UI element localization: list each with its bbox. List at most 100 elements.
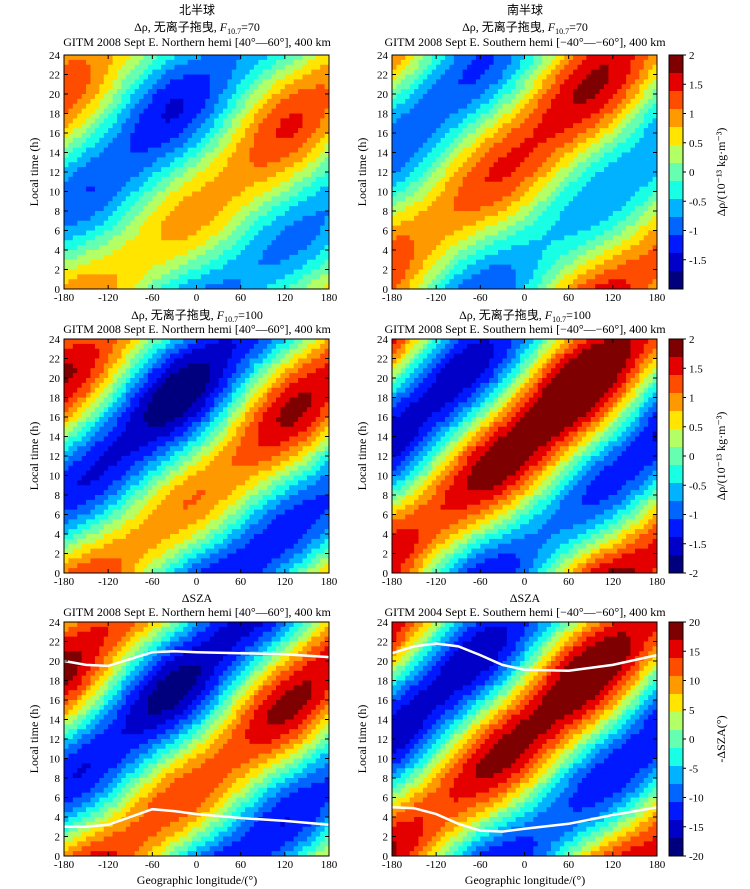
field-cell — [240, 201, 246, 207]
field-cell — [72, 191, 78, 197]
field-cell — [99, 245, 105, 251]
field-cell — [174, 196, 180, 202]
field-cell — [99, 84, 105, 90]
field-cell — [218, 191, 224, 197]
field-cell — [577, 172, 583, 178]
field-cell — [72, 245, 78, 251]
field-cell — [577, 123, 583, 129]
field-cell — [174, 162, 180, 168]
panels: -180 -120 -60 0 60 120 18002468101214161820222… — [27, 50, 666, 871]
field-cell — [462, 123, 468, 129]
field-cell — [170, 269, 176, 275]
field-cell — [445, 59, 451, 66]
field-cell — [511, 142, 517, 149]
field-cell — [227, 196, 233, 202]
field-cell — [506, 84, 512, 90]
field-cell — [400, 167, 406, 173]
field-cell — [152, 98, 158, 105]
field-cell — [551, 118, 557, 124]
field-cell — [81, 269, 87, 275]
field-cell — [573, 103, 579, 110]
field-cell — [262, 215, 268, 222]
field-cell — [112, 279, 118, 285]
field-cell — [218, 89, 224, 95]
field-cell — [152, 211, 158, 217]
field-cell — [236, 84, 242, 90]
field-cell — [236, 206, 242, 212]
field-cell — [236, 94, 242, 100]
field-cell — [302, 245, 308, 251]
field-cell — [515, 89, 521, 95]
field-cell — [458, 186, 464, 193]
field-cell — [471, 84, 477, 90]
field-cell — [599, 59, 605, 66]
field-cell — [165, 269, 171, 275]
y-tick-label: 10 — [49, 187, 61, 199]
field-cell — [231, 235, 237, 241]
field-cell — [573, 172, 579, 178]
field-cell — [475, 123, 481, 129]
field-cell — [498, 186, 504, 193]
field-cell — [559, 147, 565, 154]
field-cell — [431, 103, 437, 110]
field-cell — [161, 59, 167, 66]
field-cell — [209, 55, 215, 61]
field-cell — [130, 191, 136, 197]
field-cell — [409, 201, 415, 207]
field-cell — [156, 176, 162, 183]
field-cell — [161, 108, 167, 115]
field-cell — [449, 79, 455, 85]
field-cell — [427, 133, 433, 139]
field-cell — [533, 211, 539, 217]
field-cell — [289, 269, 295, 275]
field-cell — [431, 74, 437, 80]
field-cell — [152, 259, 158, 266]
field-cell — [99, 147, 105, 154]
field-cell — [537, 69, 543, 76]
field-cell — [192, 167, 198, 173]
field-cell — [612, 128, 618, 134]
field-cell — [280, 259, 286, 266]
field-cell — [289, 206, 295, 212]
field-cell — [289, 196, 295, 202]
field-cell — [81, 186, 87, 193]
field-cell — [440, 69, 446, 76]
field-cell — [99, 59, 105, 66]
field-cell — [223, 206, 229, 212]
field-cell — [320, 162, 326, 168]
field-cell — [134, 147, 140, 154]
field-cell — [528, 103, 534, 110]
field-cell — [293, 123, 299, 129]
field-cell — [440, 176, 446, 183]
field-cell — [276, 123, 282, 129]
field-cell — [639, 79, 645, 85]
field-cell — [130, 89, 136, 95]
field-cell — [152, 191, 158, 197]
field-cell — [143, 167, 149, 173]
field-cell — [125, 245, 131, 251]
field-cell — [161, 279, 167, 285]
field-cell — [103, 191, 109, 197]
field-cell — [103, 181, 109, 188]
field-cell — [267, 167, 273, 173]
field-cell — [471, 167, 477, 173]
field-cell — [90, 89, 96, 95]
field-cell — [520, 74, 526, 80]
field-cell — [564, 167, 570, 173]
field-cell — [64, 123, 70, 129]
title-prefix: Δρ, 无离子拖曳, — [462, 19, 548, 34]
field-cell — [621, 142, 627, 149]
field-cell — [621, 59, 627, 66]
field-cell — [200, 113, 206, 119]
field-cell — [471, 108, 477, 115]
field-cell — [498, 128, 504, 134]
field-cell — [284, 181, 290, 188]
field-cell — [183, 254, 189, 261]
field-cell — [320, 235, 326, 241]
field-cell — [515, 84, 521, 90]
field-cell — [453, 152, 459, 158]
field-cell — [165, 142, 171, 149]
field-cell — [396, 181, 402, 188]
field-cell — [400, 79, 406, 85]
field-cell — [306, 152, 312, 158]
